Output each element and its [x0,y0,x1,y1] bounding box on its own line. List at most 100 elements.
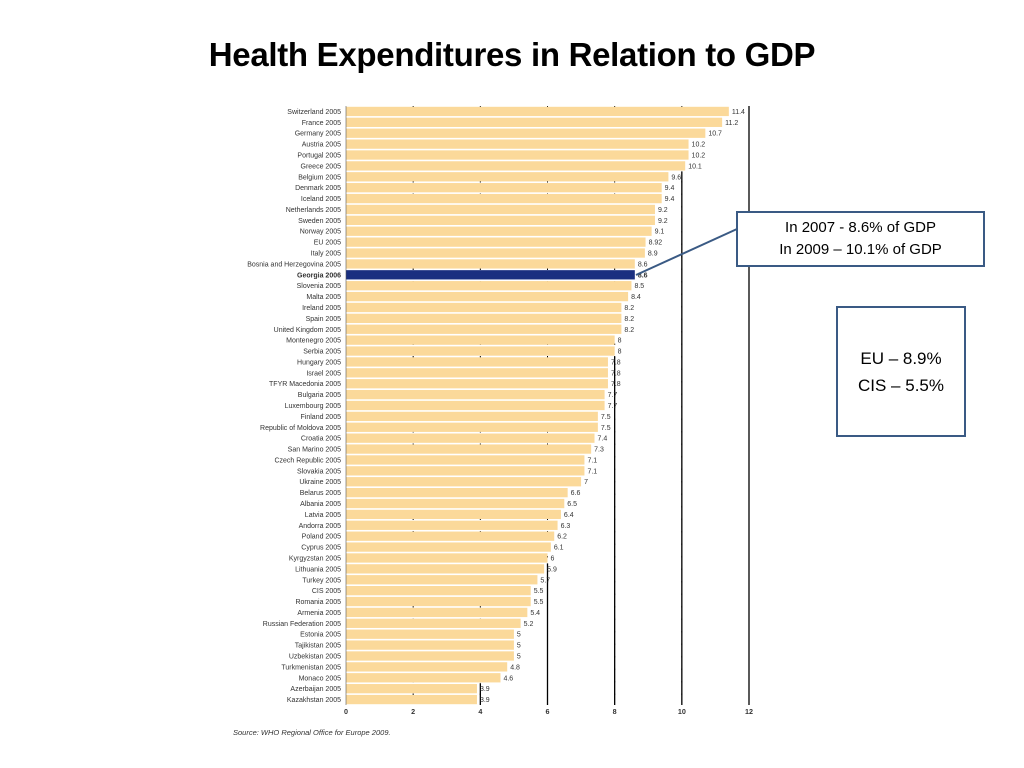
bar [346,215,655,225]
data-label: 6.4 [564,512,574,519]
bar [346,531,555,541]
bar [346,607,528,618]
bar [346,379,608,389]
bar [346,694,477,705]
category-label: Iceland 2005 [301,196,341,203]
bar [346,302,622,313]
data-label: 6.3 [561,523,571,530]
category-label: Spain 2005 [306,316,342,323]
category-label: Tajikistan 2005 [295,643,341,650]
data-label: 6.5 [567,501,577,508]
category-label: Turkey 2005 [302,577,341,584]
category-label: Azerbaijan 2005 [290,686,341,693]
data-label: 7.7 [608,392,618,399]
bar [346,313,622,324]
eu-cis-callout-box: EU – 8.9% CIS – 5.5% [836,306,966,437]
data-label: 5.5 [534,599,544,606]
bar [346,422,598,432]
data-label: 9.4 [665,185,675,192]
category-label: CIS 2005 [312,588,341,595]
data-label: 9.2 [658,207,668,214]
data-label: 7.8 [611,370,621,377]
bar [346,651,514,661]
category-label: Ireland 2005 [302,305,341,312]
bar [346,117,723,127]
bar [346,183,662,193]
x-tick-label: 12 [745,707,753,716]
category-label: Ukraine 2005 [299,479,341,486]
data-label: 8.4 [631,294,641,301]
georgia-callout-line-2: In 2009 – 10.1% of GDP [779,241,942,258]
bar [346,237,646,247]
category-label: Hungary 2005 [297,359,341,366]
x-tick-label: 10 [678,707,686,716]
category-label: San Marino 2005 [288,447,341,454]
data-label: 7.7 [608,403,618,410]
data-label: 7.8 [611,381,621,388]
category-label: Latvia 2005 [305,512,341,519]
bar [346,586,531,596]
data-label: 11.4 [732,109,745,116]
category-label: Switzerland 2005 [287,109,341,116]
bar [346,466,585,476]
category-label: France 2005 [302,120,341,127]
data-label: 7.5 [601,425,611,432]
data-label: 5.2 [524,621,534,628]
bar [346,139,689,149]
category-label: Netherlands 2005 [286,207,341,214]
category-label: Denmark 2005 [295,185,341,192]
category-label: Bulgaria 2005 [298,392,341,399]
bar [346,368,608,378]
data-label: 8.2 [624,305,634,312]
x-tick-label: 0 [344,707,348,716]
category-label: Serbia 2005 [303,349,341,356]
x-tick-label: 2 [411,707,415,716]
bar [346,640,514,650]
category-label: Andorra 2005 [299,523,342,530]
data-label: 4.8 [510,664,520,671]
bar [346,509,561,520]
cis-callout-line: CIS – 5.5% [858,376,944,395]
category-label: Turkmenistan 2005 [281,664,341,671]
bar [346,629,514,639]
data-label: 5.5 [534,588,544,595]
data-label: 7.5 [601,414,611,421]
category-label: EU 2005 [314,240,341,247]
x-tick-label: 6 [546,707,550,716]
category-label: Belgium 2005 [298,174,341,181]
bar [346,204,655,215]
bar [346,357,608,367]
data-label: 8 [618,349,622,356]
data-label: 6.1 [554,545,564,552]
data-label: 7 [584,479,588,486]
bar [346,477,582,487]
bar [346,389,605,400]
bar [346,411,598,422]
category-label: Armenia 2005 [297,610,341,617]
data-label: 8.2 [624,316,634,323]
bar-highlighted [346,270,635,280]
bar [346,259,635,269]
data-label: 8.5 [634,283,644,290]
data-label: 5.7 [540,577,550,584]
data-label: 11.2 [725,120,738,127]
bar [346,673,501,683]
bar [346,542,551,552]
bar [346,172,669,182]
bar [346,335,615,345]
category-label: Malta 2005 [306,294,341,301]
data-label: 6 [551,555,555,562]
category-label: Slovakia 2005 [297,468,341,475]
data-label: 9.6 [671,174,681,181]
bars [346,106,729,705]
data-label: 10.1 [688,163,702,170]
bar [346,226,652,236]
data-label: 7.1 [587,457,597,464]
data-label: 8 [618,338,622,345]
bar [346,193,662,204]
bar [346,596,531,607]
category-label: Belarus 2005 [300,490,341,497]
solid-gridlines [345,106,750,705]
bar [346,520,558,530]
